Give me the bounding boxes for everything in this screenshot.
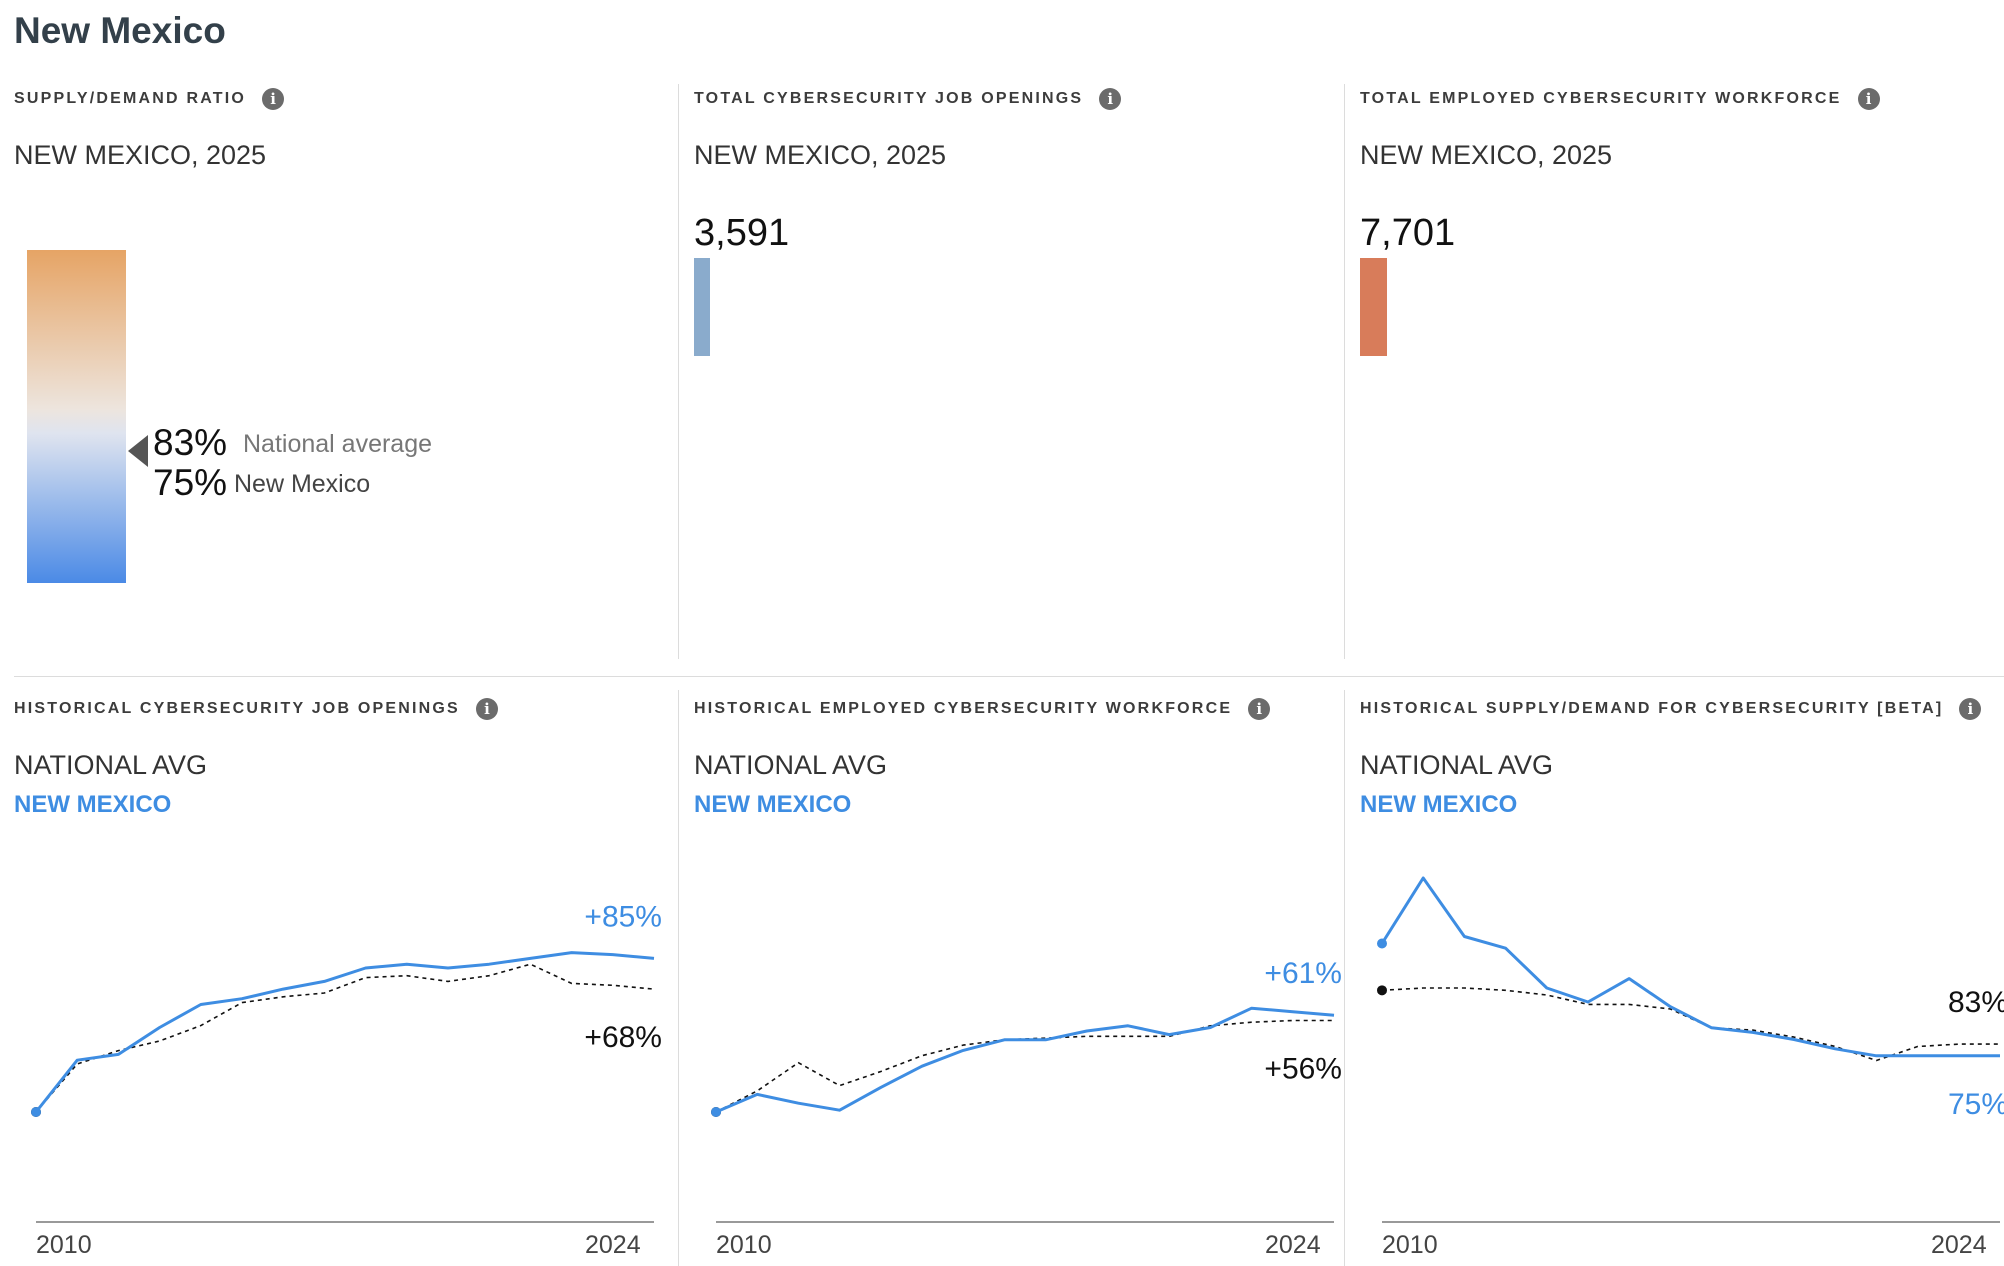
end-label-new-mexico: +61% — [1264, 957, 1342, 990]
hist-workforce-chart: 2010 2024 +61% +56% — [711, 957, 1342, 1259]
end-label-national-avg: 83% — [1948, 986, 2004, 1019]
x-tick-label: 2010 — [36, 1231, 92, 1259]
job-openings-panel: TOTAL CYBERSECURITY JOB OPENINGS i NEW M… — [680, 0, 1346, 660]
hist-openings-label: HISTORICAL CYBERSECURITY JOB OPENINGS i — [14, 698, 498, 720]
hist-workforce-label: HISTORICAL EMPLOYED CYBERSECURITY WORKFO… — [694, 698, 1271, 720]
job-openings-subtitle: NEW MEXICO, 2025 — [694, 140, 947, 170]
legend-new-mexico: NEW MEXICO — [694, 791, 852, 818]
workforce-label-text: TOTAL EMPLOYED CYBERSECURITY WORKFORCE — [1360, 90, 1842, 107]
workforce-panel: TOTAL EMPLOYED CYBERSECURITY WORKFORCE i… — [1346, 0, 2004, 660]
end-label-new-mexico: +85% — [584, 900, 662, 933]
hist-supply-demand-label-text: HISTORICAL SUPPLY/DEMAND FOR CYBERSECURI… — [1360, 700, 1944, 717]
series-start-point-new-mexico — [1377, 938, 1387, 949]
legend-new-mexico: NEW MEXICO — [14, 791, 172, 818]
x-tick-label: 2024 — [1265, 1231, 1321, 1259]
info-icon[interactable]: i — [1959, 698, 1982, 720]
national-average-label: National average — [243, 430, 433, 458]
end-label-national-avg: +56% — [1264, 1052, 1342, 1085]
national-average-pct: 83% — [153, 422, 228, 463]
end-label-national-avg: +68% — [584, 1021, 662, 1054]
series-start-point-national-avg — [1377, 985, 1387, 996]
hist-openings-panel: HISTORICAL CYBERSECURITY JOB OPENINGS i … — [0, 698, 666, 1266]
series-line-national-avg — [715, 1019, 1334, 1113]
series-start-point-new-mexico — [31, 1107, 41, 1117]
row-divider — [14, 676, 2004, 677]
info-icon[interactable]: i — [1248, 698, 1271, 720]
divider — [1344, 690, 1345, 1266]
series-line-national-avg — [1381, 987, 2000, 1062]
hist-supply-demand-panel: HISTORICAL SUPPLY/DEMAND FOR CYBERSECURI… — [1346, 698, 2004, 1266]
supply-demand-ratio-label-text: SUPPLY/DEMAND RATIO — [14, 90, 247, 107]
hist-workforce-panel: HISTORICAL EMPLOYED CYBERSECURITY WORKFO… — [680, 698, 1346, 1266]
state-label: New Mexico — [234, 470, 371, 498]
info-icon[interactable]: i — [262, 88, 285, 110]
x-tick-label: 2024 — [1931, 1231, 1987, 1259]
legend-new-mexico: NEW MEXICO — [1360, 791, 1518, 818]
divider — [678, 84, 679, 659]
series-start-point-new-mexico — [711, 1107, 721, 1117]
series-line-national-avg — [35, 963, 655, 1113]
job-openings-value: 3,591 — [694, 212, 790, 254]
state-pct: 75% — [153, 462, 228, 503]
job-openings-label-text: TOTAL CYBERSECURITY JOB OPENINGS — [694, 90, 1084, 107]
page-title: New Mexico — [14, 10, 226, 51]
hist-openings-label-text: HISTORICAL CYBERSECURITY JOB OPENINGS — [14, 700, 460, 717]
info-icon[interactable]: i — [475, 698, 498, 720]
ratio-gradient-bar — [27, 250, 126, 583]
job-openings-label: TOTAL CYBERSECURITY JOB OPENINGS i — [694, 88, 1122, 110]
workforce-subtitle: NEW MEXICO, 2025 — [1360, 140, 1613, 170]
x-tick-label: 2010 — [1382, 1231, 1438, 1259]
workforce-value: 7,701 — [1360, 212, 1456, 254]
series-line-new-mexico — [715, 1006, 1335, 1114]
national-average-marker-icon — [128, 435, 148, 467]
hist-openings-chart: 2010 2024 +85% +68% — [31, 900, 662, 1259]
hist-supply-demand-label: HISTORICAL SUPPLY/DEMAND FOR CYBERSECURI… — [1360, 698, 1982, 720]
legend-national-avg: NATIONAL AVG — [694, 750, 888, 780]
workforce-bar — [1360, 258, 1387, 356]
series-line-new-mexico — [1380, 876, 2000, 1058]
x-tick-label: 2024 — [585, 1231, 641, 1259]
info-icon[interactable]: i — [1857, 88, 1880, 110]
legend-national-avg: NATIONAL AVG — [14, 750, 208, 780]
supply-demand-ratio-panel: SUPPLY/DEMAND RATIO i NEW MEXICO, 2025 8… — [0, 0, 666, 660]
end-label-new-mexico: 75% — [1948, 1088, 2004, 1121]
supply-demand-ratio-label: SUPPLY/DEMAND RATIO i — [14, 88, 285, 110]
x-tick-label: 2010 — [716, 1231, 772, 1259]
hist-supply-demand-chart: 2010 2024 75% 83% — [1377, 876, 2004, 1259]
divider — [1344, 84, 1345, 659]
divider — [678, 690, 679, 1266]
supply-demand-ratio-subtitle: NEW MEXICO, 2025 — [14, 140, 267, 170]
legend-national-avg: NATIONAL AVG — [1360, 750, 1554, 780]
workforce-label: TOTAL EMPLOYED CYBERSECURITY WORKFORCE i — [1360, 88, 1880, 110]
hist-workforce-label-text: HISTORICAL EMPLOYED CYBERSECURITY WORKFO… — [694, 700, 1233, 717]
series-line-new-mexico — [34, 951, 655, 1113]
job-openings-bar — [694, 258, 710, 356]
info-icon[interactable]: i — [1099, 88, 1122, 110]
